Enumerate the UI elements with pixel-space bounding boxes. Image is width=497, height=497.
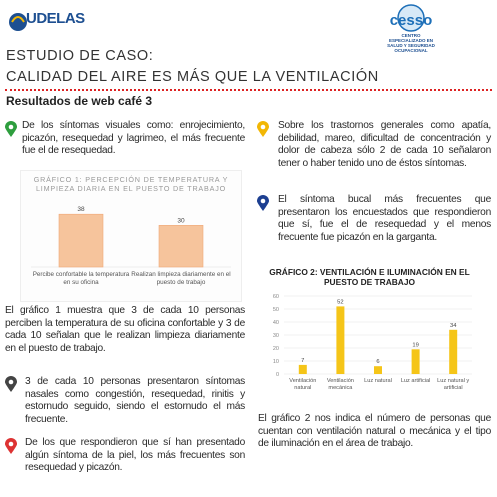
x-tick-label: Realizan limpieza diariamente en el pues… — [131, 271, 231, 286]
value-label: 34 — [450, 323, 457, 329]
pin-icon — [257, 121, 269, 137]
value-label: 38 — [77, 206, 85, 213]
value-label: 7 — [301, 358, 304, 364]
bar — [336, 306, 345, 374]
pin-icon — [257, 195, 269, 211]
title: ESTUDIO DE CASO: — [6, 48, 154, 64]
y-tick-label: 0 — [276, 372, 279, 378]
bar — [298, 364, 307, 374]
bar — [374, 366, 382, 374]
value-label: 19 — [412, 342, 418, 348]
y-tick-label: 60 — [273, 294, 279, 300]
chart: GRÁFICO 1: PERCEPCIÓN DE TEMPERATURA Y L… — [20, 170, 242, 302]
pin-icon — [5, 438, 17, 454]
paragraph: 3 de cada 10 personas presentaron síntom… — [25, 376, 245, 425]
chart-title: GRÁFICO 1: PERCEPCIÓN DE TEMPERATURA Y L… — [33, 175, 229, 193]
logo-globe — [397, 4, 425, 32]
subtitle: CALIDAD DEL AIRE ES MÁS QUE LA VENTILACI… — [6, 69, 379, 85]
bar — [449, 329, 458, 374]
x-tick-label: Percibe confortable la temperatura en su… — [32, 271, 130, 286]
y-tick-label: 20 — [273, 346, 279, 352]
pin-icon — [5, 121, 17, 137]
paragraph: Sobre los trastornos generales como apat… — [278, 120, 491, 169]
logo-left: UDELAS — [8, 6, 85, 36]
value-label: 6 — [376, 359, 379, 365]
y-tick-label: 40 — [273, 320, 279, 326]
plot: 0 10 20 30 40 50 60 7 52 6 19 34 — [273, 294, 472, 378]
logo-caption: CENTRO ESPECIALIZADO EN SALUD Y SEGURIDA… — [387, 33, 435, 53]
value-label: 30 — [177, 217, 185, 224]
paragraph: El gráfico 1 muestra que 3 de cada 10 pe… — [5, 305, 245, 354]
paragraph: De los síntomas visuales como: enrojecim… — [22, 120, 245, 157]
paragraph: El gráfico 2 nos indica el número de per… — [258, 413, 491, 450]
logo-right: cesso CENTRO ESPECIALIZADO EN SALUD Y SE… — [378, 4, 444, 53]
paragraph: El síntoma bucal más frecuentes que pres… — [278, 194, 491, 243]
y-tick-label: 30 — [273, 333, 279, 339]
pin-icon — [5, 376, 17, 392]
bar — [411, 349, 420, 374]
paragraph: De los que respondieron que sí han prese… — [25, 437, 245, 474]
chart-title: GRÁFICO 2: VENTILACIÓN E ILUMINACIÓN EN … — [269, 267, 470, 287]
y-tick-label: 50 — [273, 307, 279, 313]
plot: 38 30 — [31, 206, 231, 268]
logo-text: UDELAS — [26, 10, 85, 27]
bar — [58, 213, 104, 268]
section-title: Resultados de web café 3 — [6, 94, 153, 108]
x-tick-label: Ventilación mecánica — [326, 378, 354, 392]
logo-text: cesso — [389, 12, 433, 29]
x-tick-label: Luz artificial — [400, 378, 431, 384]
x-tick-label: Luz natural y artificial — [437, 378, 470, 392]
y-tick-label: 10 — [273, 359, 279, 365]
bar — [158, 225, 204, 268]
x-tick-label: Ventilación natural — [289, 378, 317, 392]
logo-mark — [9, 13, 27, 31]
divider — [5, 89, 492, 91]
x-tick-label: Luz natural — [364, 378, 392, 384]
chart: GRÁFICO 2: VENTILACIÓN E ILUMINACIÓN EN … — [262, 264, 477, 404]
value-label: 52 — [337, 299, 343, 305]
